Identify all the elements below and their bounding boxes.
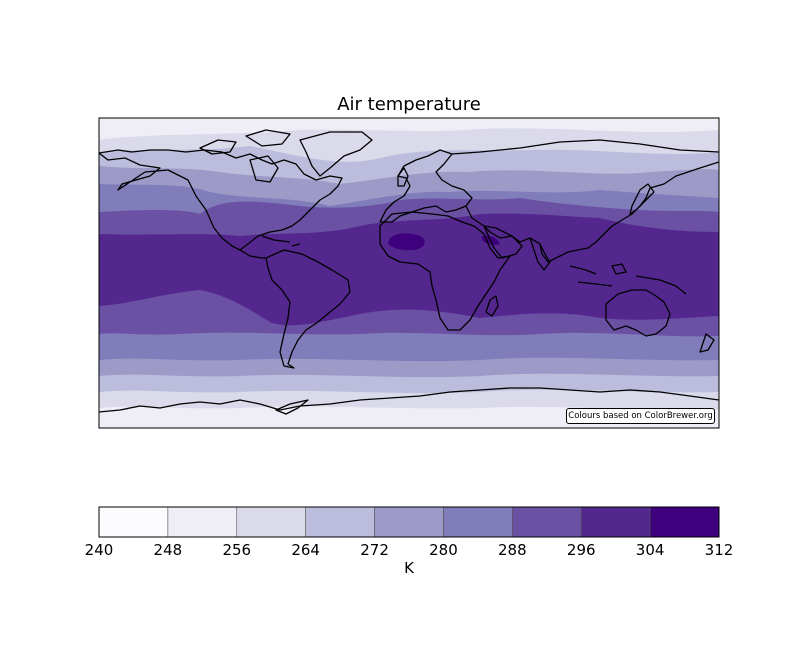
colorbar-tick-label: 304 <box>635 541 665 559</box>
colorbar-swatches <box>98 506 720 538</box>
coastline-arabia <box>483 225 523 259</box>
colorbar-swatch <box>443 506 513 538</box>
coastline-north-america <box>99 149 343 251</box>
colorbar-frame <box>98 506 720 538</box>
coastline-europe <box>379 149 473 223</box>
coastline-africa <box>379 211 511 331</box>
credit-box: Colours based on ColorBrewer.org <box>566 408 715 424</box>
coastline-asia <box>451 139 719 263</box>
map-title: Air temperature <box>337 94 481 115</box>
colorbar-swatch <box>512 506 582 538</box>
band-296-304 <box>99 213 719 326</box>
colorbar-tick-label: 256 <box>222 541 252 559</box>
coastlines <box>99 129 719 415</box>
coastline-japan <box>629 183 655 215</box>
band-304-312-sahara <box>388 233 425 251</box>
colorbar-swatch <box>374 506 444 538</box>
colorbar-tick-label: 272 <box>360 541 389 559</box>
colorbar-swatch <box>305 506 375 538</box>
coastline-antarctica <box>99 387 719 413</box>
colorbar-swatch <box>580 506 651 538</box>
colorbar-swatch <box>167 506 238 538</box>
map-frame <box>98 117 720 429</box>
colorbar-tick-label: 312 <box>704 541 734 559</box>
coastline-arctic-islands <box>199 129 291 183</box>
colorbar-tick-label: 248 <box>153 541 183 559</box>
colorbar-tick-label: 240 <box>84 541 114 559</box>
coastline-madagascar <box>485 295 499 317</box>
colorbar-tick-label: 264 <box>291 541 320 559</box>
colorbar-swatch <box>236 506 306 538</box>
colorbar-tick-label: 288 <box>498 541 527 559</box>
coastline-india <box>529 237 551 271</box>
coastline-british-isles <box>397 167 409 187</box>
contour-bands <box>99 118 719 428</box>
colorbar-label: K <box>404 559 414 577</box>
colorbar-swatch <box>649 506 720 538</box>
colorbar-tick-label: 280 <box>429 541 458 559</box>
coastline-indonesia <box>569 263 687 295</box>
colorbar-tick-label: 296 <box>566 541 596 559</box>
coastline-antarctic-peninsula <box>275 399 309 415</box>
coastline-south-america <box>265 249 351 369</box>
coastline-central-america <box>239 235 301 259</box>
coastline-new-zealand <box>699 333 715 353</box>
coastline-australia <box>605 289 671 337</box>
coastline-greenland <box>299 131 373 177</box>
colorbar-swatch <box>98 506 169 538</box>
